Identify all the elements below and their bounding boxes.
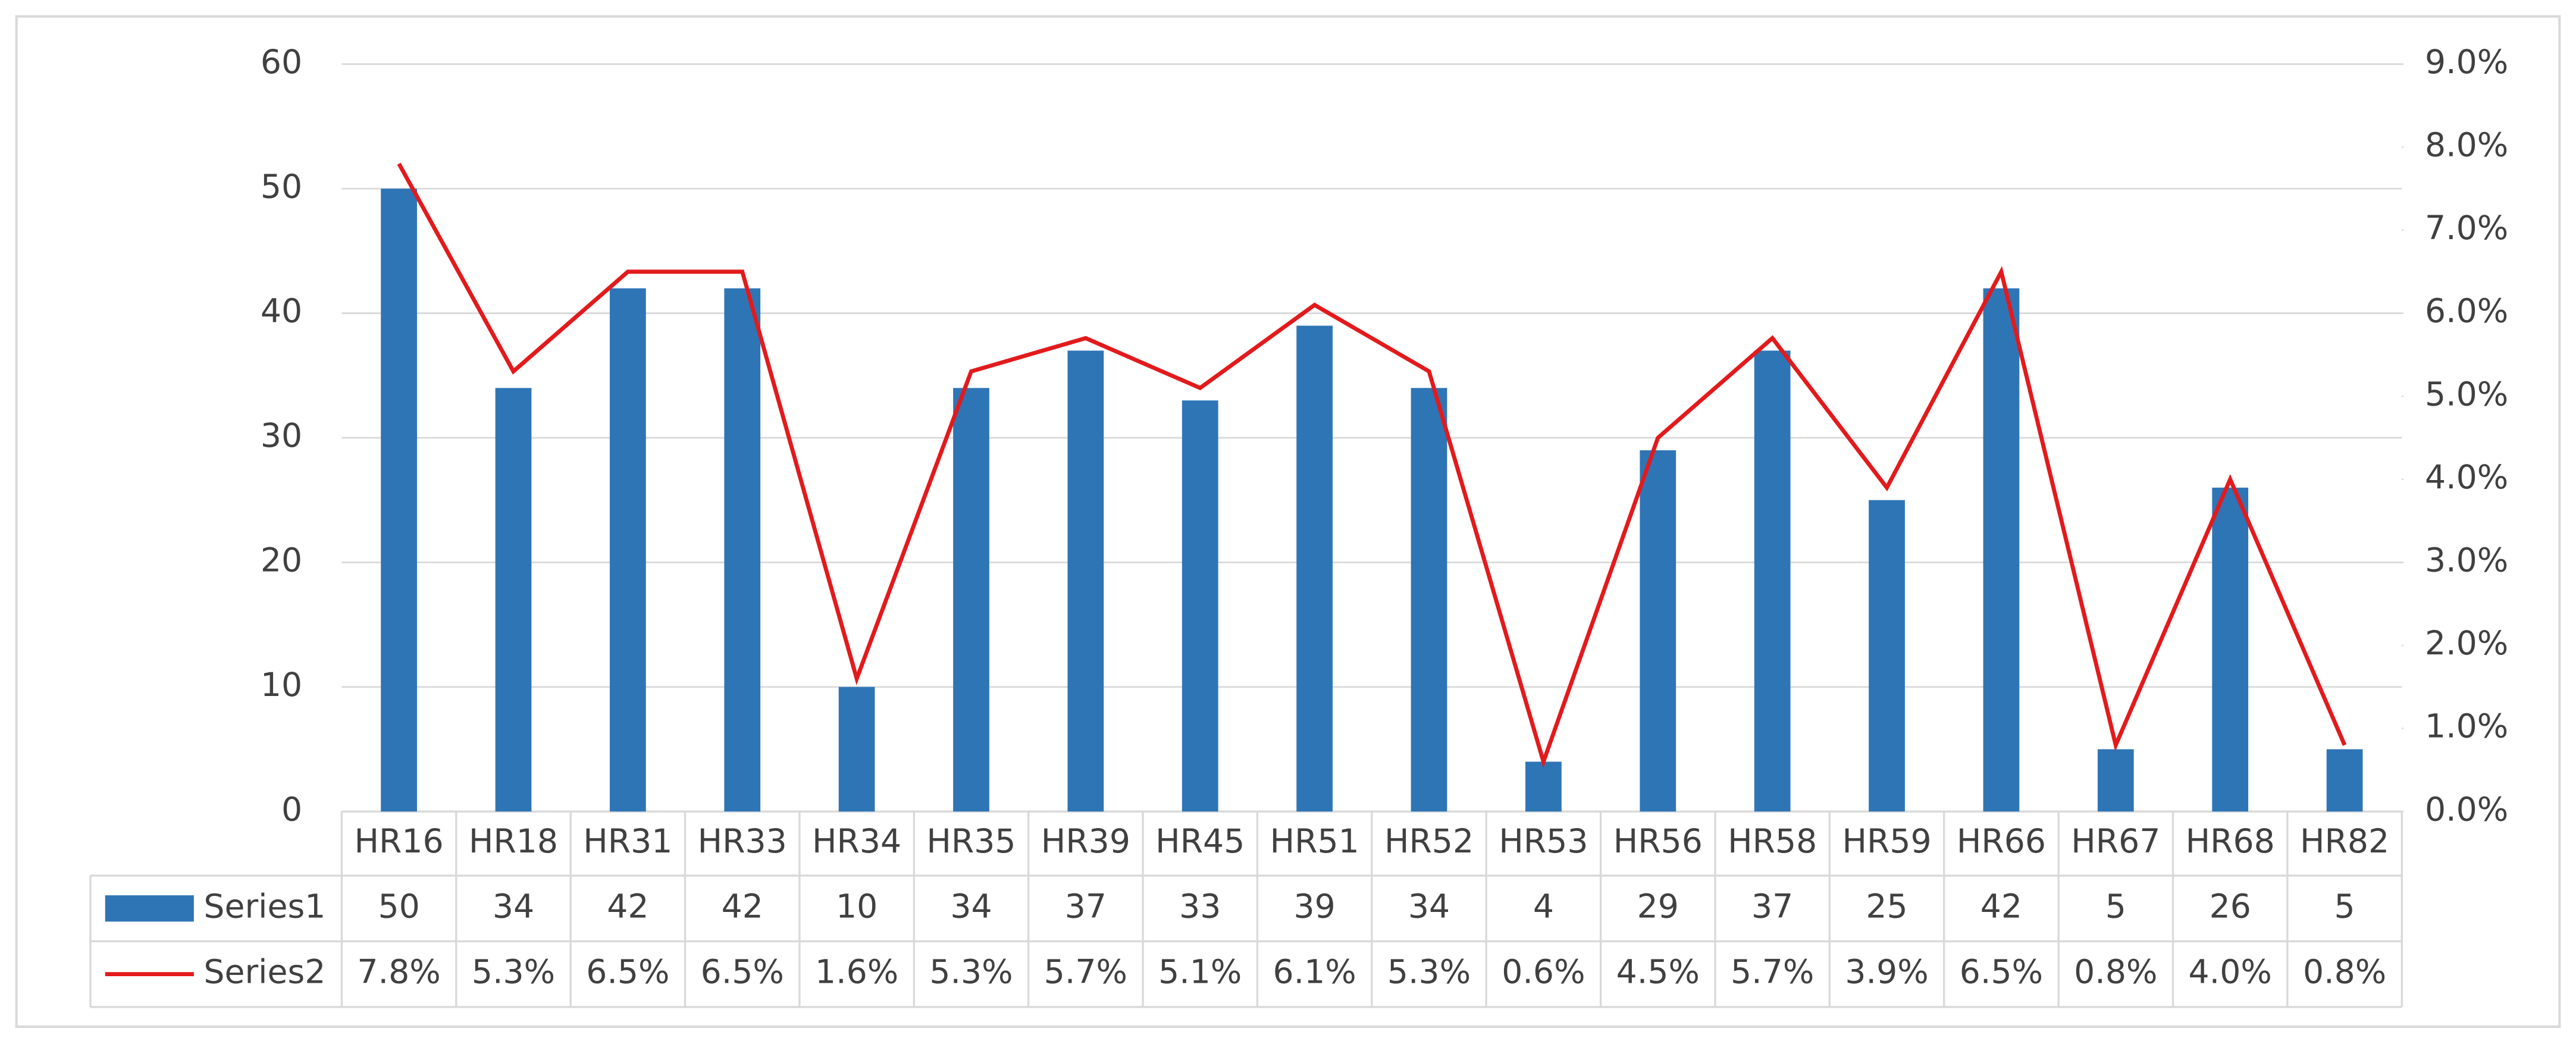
y2-tick-label: 5.0% [2425,375,2508,413]
x-tick-label: HR52 [1384,823,1474,861]
chart-border [15,15,2561,1029]
table-value: 0.8% [2303,954,2386,992]
x-tick-label: HR45 [1155,823,1245,861]
x-tick-label: HR16 [355,823,444,861]
table-value: 4 [1533,888,1554,926]
table-value: 39 [1294,888,1336,926]
table-value: 5 [2334,888,2355,926]
table-value: 5.3% [472,954,555,992]
y-tick-label: 40 [261,293,302,331]
table-value: 5.7% [1731,954,1814,992]
x-tick-label: HR31 [583,823,672,861]
y2-tick-label: 8.0% [2425,126,2508,164]
table-value: 34 [493,888,534,926]
y2-tick-label: 0.0% [2425,791,2508,829]
x-tick-label: HR68 [2186,823,2275,861]
table-value: 10 [836,888,878,926]
table-value: 29 [1637,888,1679,926]
y-tick-label: 30 [261,417,302,455]
y2-tick-label: 2.0% [2425,625,2508,663]
y2-tick-label: 7.0% [2425,209,2508,247]
table-value: 5.7% [1044,954,1127,992]
table-value: 5.1% [1158,954,1242,992]
bar [1067,350,1104,812]
table-value: 1.6% [815,954,898,992]
x-tick-label: HR51 [1270,823,1359,861]
bar [381,189,417,812]
y-tick-label: 0 [281,791,302,829]
table-value: 6.5% [701,954,784,992]
x-tick-label: HR39 [1041,823,1130,861]
table-value: 33 [1179,888,1221,926]
table-value: 0.6% [1502,954,1585,992]
x-tick-label: HR33 [698,823,787,861]
bar [1296,325,1333,812]
y2-tick-label: 4.0% [2425,459,2508,497]
bar [1182,400,1218,812]
y-tick-label: 20 [261,542,302,580]
table-value: 6.5% [586,954,669,992]
bar [1525,761,1562,812]
legend-key [105,895,194,922]
bar [1411,388,1447,812]
y-tick-label: 60 [261,43,302,81]
table-value: 37 [1751,888,1793,926]
bar [1754,350,1791,812]
bar [1869,500,1905,812]
line [397,162,2347,769]
table-value: 34 [1408,888,1450,926]
table-value: 42 [1980,888,2022,926]
bar [838,686,875,812]
y-tick-label: 50 [261,168,302,206]
bar [1640,450,1676,812]
bar [1983,288,2020,812]
bar [609,288,646,812]
table-value: 5.3% [1387,954,1471,992]
x-tick-label: HR82 [2300,823,2389,861]
legend-label: Series1 [203,888,325,926]
y2-tick-label: 3.0% [2425,542,2508,580]
legend-label: Series2 [203,954,325,992]
x-tick-label: HR58 [1728,823,1817,861]
table-value: 6.1% [1273,954,1356,992]
table-value: 50 [378,888,419,926]
bar [724,288,761,812]
x-tick-label: HR67 [2071,823,2160,861]
table-value: 7.8% [357,954,440,992]
y2-tick-label: 1.0% [2425,708,2508,746]
y-tick-label: 10 [261,666,302,704]
bar [2212,487,2249,812]
table-value: 26 [2210,888,2251,926]
x-tick-label: HR35 [926,823,1016,861]
bar [2326,749,2363,812]
x-tick-label: HR56 [1613,823,1703,861]
table-value: 3.9% [1845,954,1928,992]
x-tick-label: HR53 [1499,823,1588,861]
bar [953,388,989,812]
bar [2097,749,2134,812]
table-value: 5.3% [929,954,1013,992]
x-tick-label: HR18 [469,823,558,861]
table-value: 6.5% [1960,954,2043,992]
x-tick-label: HR34 [812,823,901,861]
table-value: 5 [2105,888,2126,926]
bar [495,388,532,812]
table-value: 25 [1866,888,1907,926]
table-value: 4.0% [2189,954,2272,992]
table-value: 0.8% [2074,954,2157,992]
table-value: 42 [607,888,648,926]
table-value: 37 [1065,888,1107,926]
x-tick-label: HR66 [1957,823,2046,861]
table-value: 34 [950,888,992,926]
table-value: 42 [722,888,763,926]
table-value: 4.5% [1616,954,1700,992]
y2-tick-label: 6.0% [2425,293,2508,331]
x-tick-label: HR59 [1842,823,1931,861]
y2-tick-label: 9.0% [2425,43,2508,81]
